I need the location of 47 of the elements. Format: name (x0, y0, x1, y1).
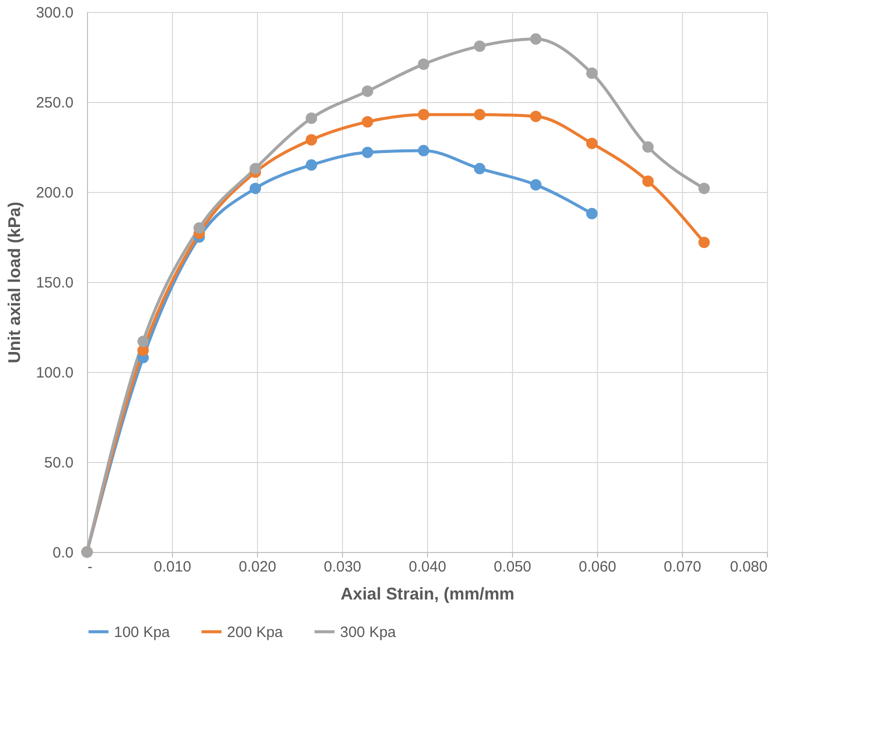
point (530, 179, 542, 190)
point (530, 33, 542, 45)
point (698, 236, 710, 248)
x-tick-label: 0.050 (494, 558, 532, 576)
point (362, 86, 374, 97)
point (362, 146, 374, 158)
point (306, 112, 318, 124)
x-tick-label: - (88, 558, 92, 576)
point (474, 108, 486, 120)
point (642, 141, 654, 153)
legend-label: 100 Kpa (114, 624, 171, 641)
legend-label: 300 Kpa (340, 624, 397, 641)
point (586, 138, 598, 150)
y-tick-label: 300.0 (36, 4, 74, 22)
legend-label: 200 Kpa (227, 624, 284, 641)
x-tick-label: 0.040 (408, 558, 446, 576)
x-tick-label: 0.020 (238, 558, 276, 576)
x-tick-label: 0.010 (154, 558, 192, 576)
point (362, 116, 374, 128)
y-axis-title: Unit axial load (kPa) (4, 202, 24, 364)
x-axis-title: Axial Strain, (mm/mm (340, 584, 514, 604)
point (474, 40, 486, 52)
point (474, 162, 486, 174)
point (586, 68, 598, 79)
point (698, 182, 710, 194)
point (250, 162, 261, 174)
y-tick-label: 200.0 (36, 184, 74, 202)
point (418, 108, 430, 120)
x-tick-label: 0.030 (324, 558, 362, 576)
y-tick-label: 0.0 (52, 544, 74, 562)
point (306, 159, 318, 171)
point (418, 58, 430, 70)
y-tick-label: 50.0 (44, 454, 74, 472)
point (194, 222, 205, 234)
point (250, 182, 261, 194)
point (306, 134, 318, 146)
y-tick-label: 150.0 (36, 274, 74, 292)
point (137, 336, 149, 348)
y-tick-label: 100.0 (36, 364, 74, 382)
point (418, 144, 430, 156)
x-tick-label: 0.080 (730, 558, 768, 576)
y-tick-label: 250.0 (36, 94, 74, 112)
point (642, 176, 654, 187)
x-tick-label: 0.060 (578, 558, 616, 576)
x-tick-label: 0.070 (664, 558, 702, 576)
point (530, 110, 542, 122)
point (586, 208, 598, 220)
